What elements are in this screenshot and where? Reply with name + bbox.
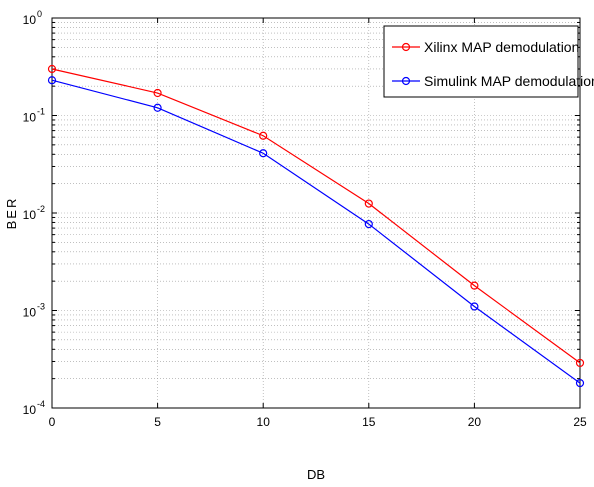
legend: Xilinx MAP demodulation Simulink MAP dem… (383, 25, 594, 98)
data-point (259, 149, 268, 158)
legend-box (383, 25, 579, 98)
y-tick-label: 10 -4 (23, 399, 45, 417)
data-point (259, 131, 268, 140)
series-line (51, 68, 581, 364)
y-tick-label: 10 -2 (23, 204, 45, 222)
data-point (153, 88, 162, 98)
data-point (47, 76, 57, 85)
series-xilinx (47, 64, 585, 368)
series-simulink (47, 76, 585, 388)
data-point (575, 358, 585, 368)
x-tick-label: 5 (154, 415, 161, 429)
x-tick-label: 0 (49, 415, 56, 429)
x-tick-labels: 0 5 10 15 20 25 (49, 415, 587, 429)
data-point (575, 379, 585, 388)
y-tick-exponent: -3 (37, 302, 45, 312)
data-point (153, 103, 162, 112)
legend-label-xilinx: Xilinx MAP demodulation (424, 39, 579, 55)
y-tick-label: 10 -3 (23, 302, 45, 320)
y-tick-base: 10 (23, 306, 37, 320)
x-tick-label: 20 (468, 415, 482, 429)
data-point (470, 281, 479, 290)
x-tick-label: 10 (257, 415, 271, 429)
series-line (51, 79, 581, 384)
data-point (47, 64, 57, 74)
legend-label-simulink: Simulink MAP demodulation (424, 73, 594, 89)
y-tick-base: 10 (23, 111, 37, 125)
y-tick-base: 10 (23, 403, 37, 417)
y-tick-label: 10 0 (23, 9, 42, 27)
grid (52, 18, 580, 408)
axis-ticks (51, 18, 581, 409)
data-point (364, 219, 373, 229)
y-tick-exponent: -4 (37, 399, 45, 409)
y-tick-exponent: 0 (37, 9, 42, 19)
legend-marker-simulink (401, 76, 411, 86)
y-tick-exponent: -2 (37, 204, 45, 214)
y-tick-label: 10 -1 (23, 107, 45, 125)
data-point (470, 302, 479, 311)
series-group (47, 64, 585, 388)
y-tick-exponent: -1 (37, 107, 45, 117)
x-tick-label: 25 (573, 415, 587, 429)
legend-marker-xilinx (401, 42, 411, 52)
y-tick-base: 10 (23, 208, 37, 222)
x-axis-label: DB (307, 467, 325, 482)
y-axis-label: BER (4, 197, 19, 230)
data-point (364, 199, 373, 208)
y-tick-base: 10 (23, 13, 37, 27)
x-tick-label: 15 (362, 415, 376, 429)
